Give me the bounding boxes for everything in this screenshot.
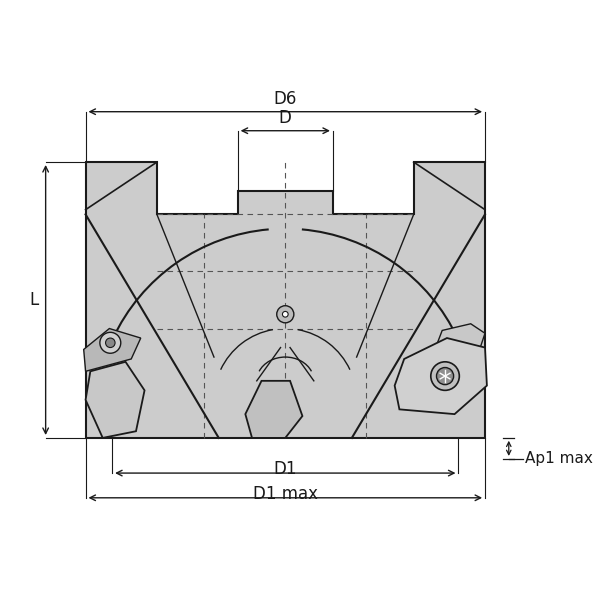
Polygon shape: [245, 381, 302, 438]
Circle shape: [100, 332, 121, 353]
Polygon shape: [86, 162, 485, 438]
Text: D: D: [279, 109, 292, 127]
Circle shape: [106, 338, 115, 347]
Text: D6: D6: [274, 90, 297, 108]
Text: Ap1 max: Ap1 max: [525, 451, 593, 466]
Polygon shape: [83, 329, 141, 371]
Text: D1: D1: [274, 460, 297, 478]
Text: D1 max: D1 max: [253, 485, 318, 503]
Circle shape: [436, 368, 454, 385]
Circle shape: [283, 311, 288, 317]
Polygon shape: [437, 324, 485, 347]
Circle shape: [277, 306, 294, 323]
Polygon shape: [86, 362, 145, 438]
Text: L: L: [29, 291, 39, 309]
Circle shape: [431, 362, 460, 391]
Polygon shape: [395, 338, 487, 414]
